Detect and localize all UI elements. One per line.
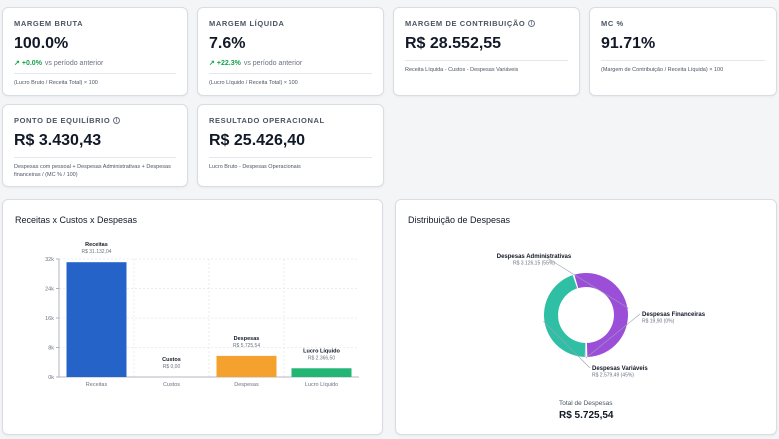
trending-up-icon: ↗ — [14, 60, 20, 67]
y-tick-label: 0k — [48, 375, 54, 381]
kpi-card-ponto-equilibrio: PONTO DE EQUILÍBRIO i R$ 3.430,43 Despes… — [2, 104, 188, 187]
trending-up-icon: ↗ — [209, 60, 215, 67]
panel-title: Distribuição de Despesas — [408, 215, 511, 225]
kpi-card-margem-contribuicao: MARGEM DE CONTRIBUIÇÃO i R$ 28.552,55 Re… — [393, 7, 580, 96]
slice-value-label: R$ 2.579,49 (45%) — [592, 373, 634, 379]
kpi-formula: Despesas com pessoal + Despesas Administ… — [14, 164, 171, 178]
bar-label-value: R$ 2.366,50 — [308, 355, 335, 361]
bar-label-category: Custos — [162, 357, 181, 363]
x-tick-label: Custos — [163, 382, 180, 388]
kpi-trend: ↗ +0.0% vs período anterior — [14, 59, 176, 68]
trend-label: vs período anterior — [243, 59, 303, 67]
divider — [601, 60, 765, 61]
kpi-title: MARGEM LÍQUIDA — [209, 19, 285, 28]
bar-receitas[interactable] — [66, 262, 127, 377]
kpi-title: MARGEM BRUTA — [14, 19, 84, 28]
x-tick-label: Lucro Líquido — [305, 382, 338, 388]
donut-slice-despesas-variáveis[interactable] — [544, 275, 586, 357]
kpi-formula: Receita Líquida - Custos - Despesas Vari… — [405, 67, 519, 73]
slice-label: Despesas Variáveis — [592, 366, 648, 372]
trend-indicator: ↗ +0.0% — [14, 59, 42, 68]
kpi-value: R$ 25.426,40 — [209, 132, 306, 149]
y-tick-label: 24k — [45, 287, 54, 293]
divider — [405, 60, 568, 61]
kpi-card-mc-percent: MC % 91.71% (Margem de Contribuição / Re… — [589, 7, 777, 96]
kpi-formula: (Lucro Bruto / Receita Total) × 100 — [14, 80, 98, 86]
bar-despesas[interactable] — [216, 355, 277, 377]
panel-title: Receitas x Custos x Despesas — [15, 215, 138, 225]
info-icon[interactable]: i — [113, 117, 121, 124]
kpi-value: R$ 28.552,55 — [405, 35, 502, 52]
bar-chart-panel: Receitas x Custos x Despesas 0k 8k 16k 24k 3… — [2, 199, 383, 435]
kpi-card-resultado-operacional: RESULTADO OPERACIONAL R$ 25.426,40 Lucro… — [197, 104, 384, 187]
slice-value-label: R$ 3.126,15 (55%) — [513, 261, 555, 267]
x-tick-label: Despesas — [234, 382, 259, 388]
kpi-value: 7.6% — [209, 35, 246, 52]
y-tick-label: 16k — [45, 316, 54, 322]
kpi-title: PONTO DE EQUILÍBRIO i — [14, 116, 176, 125]
total-label: Total de Despesas — [559, 400, 613, 407]
kpi-title: RESULTADO OPERACIONAL — [209, 116, 325, 125]
y-tick-label: 32k — [45, 257, 54, 263]
divider — [14, 157, 176, 158]
bar-label-category: Lucro Líquido — [303, 348, 340, 354]
x-tick-label: Receitas — [86, 382, 108, 388]
kpi-value: R$ 3.430,43 — [14, 132, 102, 149]
divider — [14, 73, 176, 74]
trend-value: +0.0% — [21, 59, 42, 67]
bar-label-category: Despesas — [234, 336, 260, 342]
trend-label: vs período anterior — [44, 59, 104, 67]
bar-label-value: R$ 0,00 — [163, 364, 181, 370]
trend-indicator: ↗ +22.3% — [209, 59, 241, 68]
bar-label-value: R$ 31.132,04 — [81, 249, 111, 255]
kpi-formula: (Margem de Contribuição / Receita Líquid… — [601, 67, 724, 73]
leader-line — [585, 313, 641, 359]
kpi-card-margem-liquida: MARGEM LÍQUIDA 7.6% ↗ +22.3% vs período … — [197, 7, 384, 96]
slice-label: Despesas Administrativas — [497, 254, 572, 260]
kpi-formula: (Lucro Líquido / Receita Total) × 100 — [209, 80, 298, 86]
divider — [209, 73, 372, 74]
trend-value: +22.3% — [216, 59, 241, 67]
kpi-trend: ↗ +22.3% vs período anterior — [209, 59, 372, 68]
bar-lucro-líquido[interactable] — [291, 368, 352, 377]
divider — [209, 157, 372, 158]
kpi-title: MC % — [601, 19, 624, 28]
kpi-title: MARGEM DE CONTRIBUIÇÃO i — [405, 19, 568, 28]
y-tick-label: 8k — [48, 346, 54, 352]
bar-label-value: R$ 5.725,54 — [233, 343, 260, 349]
bar-label-category: Receitas — [85, 242, 108, 248]
leader-line — [543, 321, 591, 369]
kpi-formula: Lucro Bruto - Despesas Operacionais — [209, 164, 301, 170]
slice-value-label: R$ 19,90 (0%) — [642, 319, 675, 325]
kpi-title-text: PONTO DE EQUILÍBRIO — [14, 116, 111, 125]
kpi-card-margem-bruta: MARGEM BRUTA 100.0% ↗ +0.0% vs período a… — [2, 7, 188, 96]
kpi-value: 100.0% — [14, 35, 69, 52]
donut-slice-despesas-administrativas[interactable] — [574, 273, 628, 357]
total-value: R$ 5.725,54 — [559, 410, 614, 421]
info-icon[interactable]: i — [528, 20, 536, 27]
kpi-value: 91.71% — [601, 35, 656, 52]
slice-label: Despesas Financeiras — [642, 312, 706, 318]
leader-line — [543, 255, 629, 309]
kpi-title-text: MARGEM DE CONTRIBUIÇÃO — [405, 19, 526, 28]
donut-chart-panel: Distribuição de Despesas Despesas Admini… — [395, 199, 777, 435]
